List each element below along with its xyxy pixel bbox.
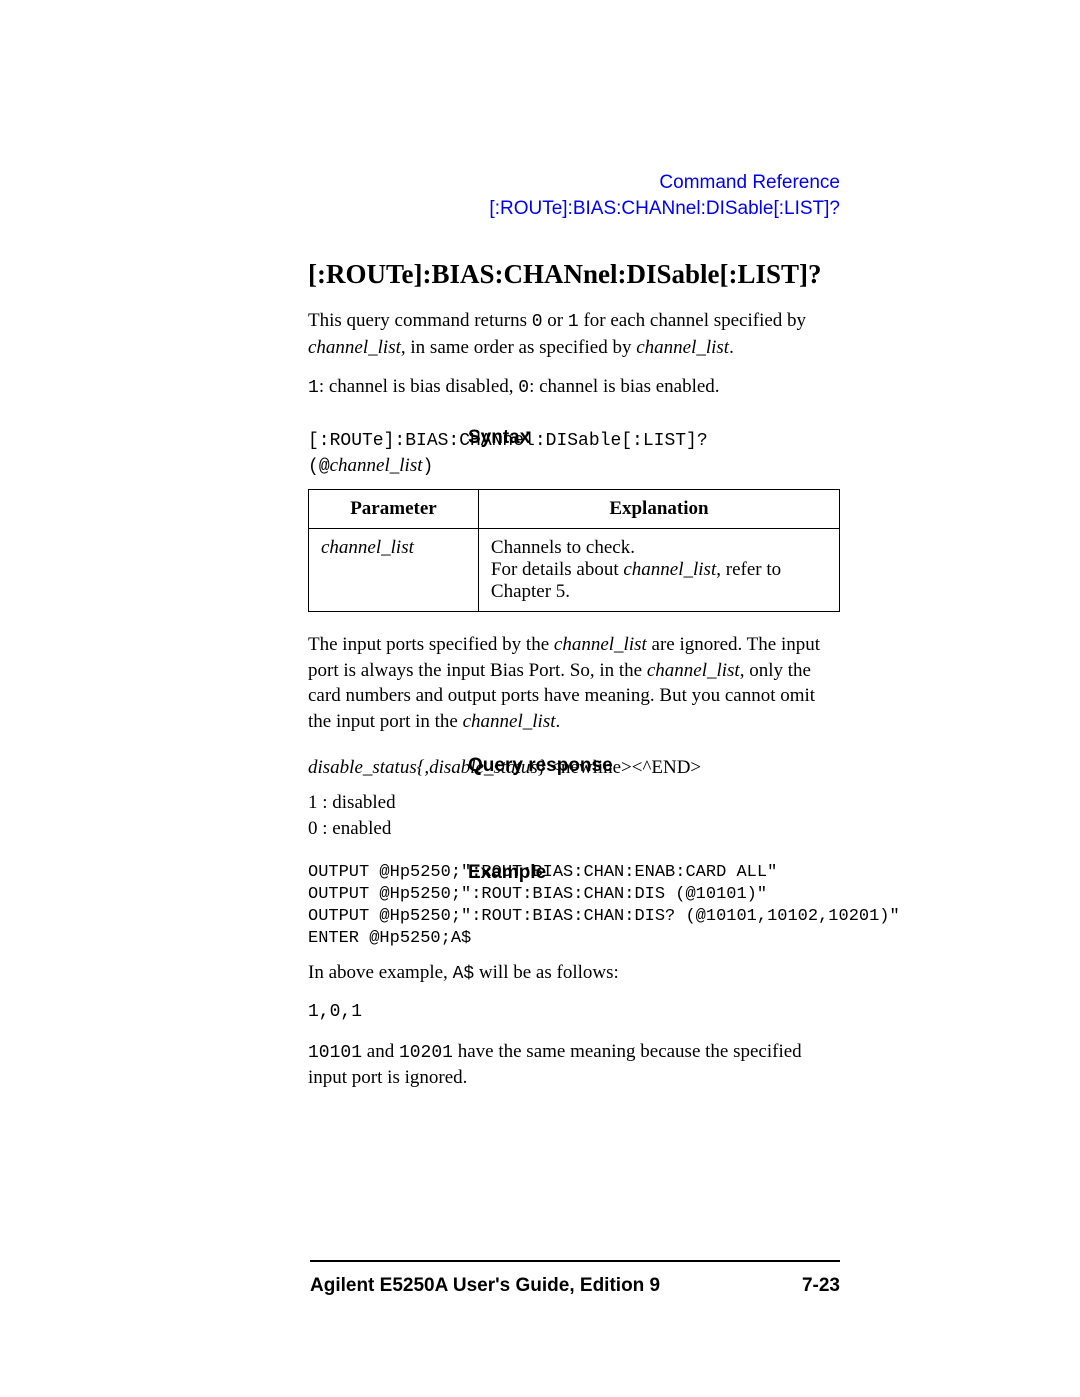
text: Channels to check. [491,537,635,558]
param: channel_list [554,634,647,655]
text: In above example, [308,962,453,983]
syntax-label: Syntax [468,427,530,449]
section-title: [:ROUTe]:BIAS:CHANnel:DISable[:LIST]? [308,259,840,290]
example-code: OUTPUT @Hp5250;":ROUT:BIAS:CHAN:ENAB:CAR… [308,862,840,950]
code-1: 1 [568,312,579,332]
text: will be as follows: [474,962,619,983]
text: for each channel specified by [579,310,806,331]
footer-right: 7-23 [802,1275,840,1297]
footer-rule [310,1260,840,1262]
num1: 10101 [308,1043,362,1063]
param: channel_list [308,337,401,358]
table-row: channel_list Channels to check. For deta… [309,529,840,612]
col-explanation: Explanation [478,490,839,529]
text: ( [308,457,319,477]
text: ) [423,457,434,477]
text: The input ports specified by the [308,634,554,655]
text: . [556,711,561,732]
cell-explanation: Channels to check. For details about cha… [478,529,839,612]
text: This query command returns [308,310,532,331]
query-response-label: Query response [468,755,613,777]
query-val-1: 1 : disabled [308,790,840,816]
example-para-2: 10101 and 10201 have the same meaning be… [308,1039,840,1091]
cell-param: channel_list [309,529,479,612]
param: channel_list [623,559,716,580]
param: channel_list [463,711,556,732]
text: and [362,1041,399,1062]
example-label: Example [468,862,546,884]
var-a: A$ [453,964,475,984]
text: . [729,337,734,358]
syntax-arg: channel_list [330,455,423,476]
code-0: 0 [532,312,543,332]
text: @ [319,457,330,477]
text: or [543,310,568,331]
text: : channel is bias disabled, [319,376,518,397]
page: Command Reference [:ROUTe]:BIAS:CHANnel:… [0,0,1080,1397]
page-footer: Agilent E5250A User's Guide, Edition 9 7… [310,1275,840,1297]
num2: 10201 [399,1043,453,1063]
header-line2: [:ROUTe]:BIAS:CHANnel:DISable[:LIST]? [160,196,840,222]
footer-left: Agilent E5250A User's Guide, Edition 9 [310,1275,660,1297]
text: , in same order as specified by [401,337,636,358]
page-body: [:ROUTe]:BIAS:CHANnel:DISable[:LIST]? Th… [308,259,840,1090]
note-para: The input ports specified by the channel… [308,632,840,735]
parameter-table: Parameter Explanation channel_list Chann… [308,489,840,612]
query-val-0: 0 : enabled [308,816,840,842]
intro-para-1: This query command returns 0 or 1 for ea… [308,308,840,360]
example-result: 1,0,1 [308,1000,840,1024]
syntax-line: [:ROUTe]:BIAS:CHANnel:DISable[:LIST]? (@… [308,427,840,480]
code-0: 0 [518,378,529,398]
code-1: 1 [308,378,319,398]
header-line1: Command Reference [160,170,840,196]
col-parameter: Parameter [309,490,479,529]
text: For details about [491,559,623,580]
intro-para-2: 1: channel is bias disabled, 0: channel … [308,374,840,400]
page-header: Command Reference [:ROUTe]:BIAS:CHANnel:… [160,170,840,221]
table-header-row: Parameter Explanation [309,490,840,529]
param: channel_list [636,337,729,358]
example-para-1: In above example, A$ will be as follows: [308,960,840,986]
text: : channel is bias enabled. [529,376,719,397]
param: channel_list [647,660,740,681]
